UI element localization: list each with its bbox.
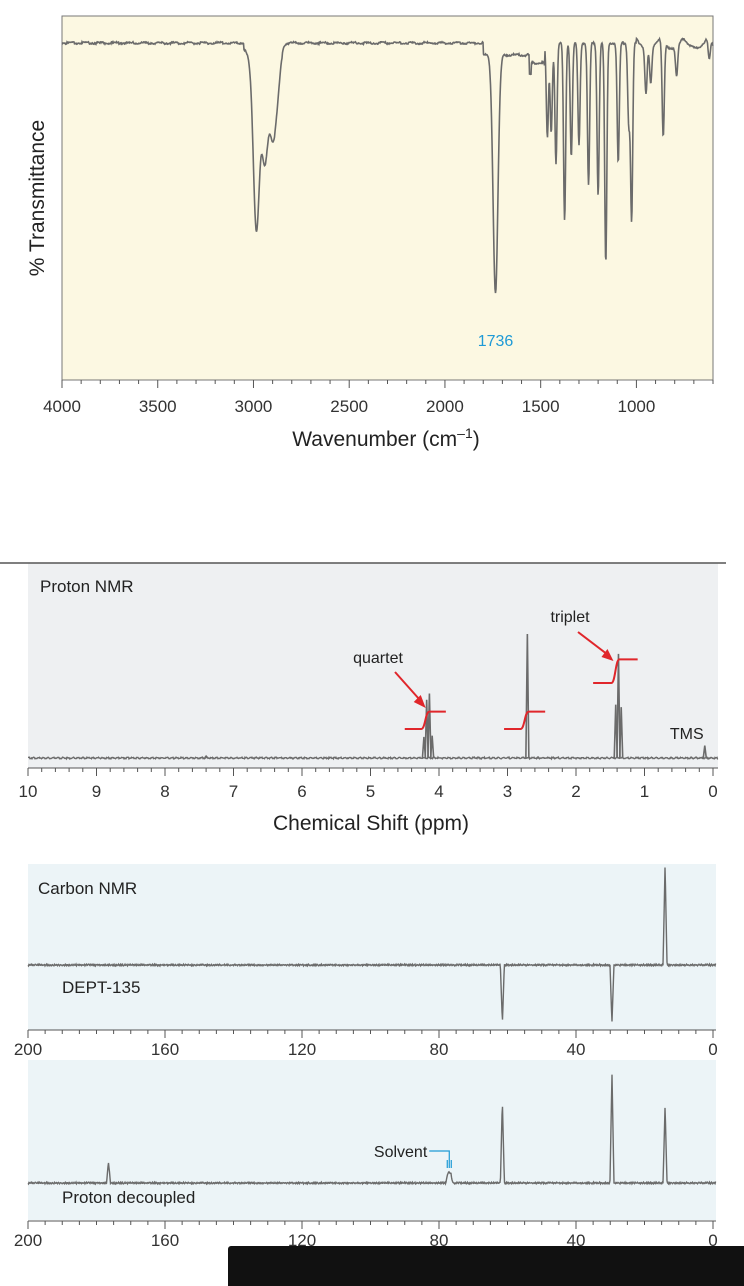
quartet-arrow <box>394 671 423 703</box>
ir-tick-label: 1000 <box>617 397 655 416</box>
proton-decoupled-label: Proton decoupled <box>62 1188 195 1207</box>
proton-peak <box>427 693 432 759</box>
ir-plot-area <box>61 15 714 381</box>
proton-nmr-panel: Proton NMR 10 9 8 7 6 5 4 3 2 1 0 quartet triplet … <box>0 562 726 835</box>
integral-curve <box>404 710 446 730</box>
carbon-tick-label: 80 <box>430 1231 449 1250</box>
integral-curve <box>504 710 546 730</box>
proton-decoupled-trace <box>27 1074 717 1186</box>
decoupled-plot-area <box>28 1060 716 1220</box>
quartet-arrowhead <box>413 695 426 708</box>
ir-tick-label: 3500 <box>139 397 177 416</box>
solvent-label: Solvent <box>374 1144 428 1161</box>
dept-x-axis: 200 160 120 80 40 0 <box>14 1029 718 1059</box>
ir-spectrum-panel: 4000 3500 3000 2500 2000 1500 1000 1736 Wavenu… <box>26 15 714 451</box>
proton-tick-label: 1 <box>640 782 649 801</box>
carbon-tick-label: 160 <box>151 1231 179 1250</box>
proton-nmr-trace <box>28 755 719 761</box>
carbon-tick-label: 40 <box>567 1040 586 1059</box>
carbon-nmr-panel: Carbon NMR DEPT-135 200 160 120 80 40 0 Proto… <box>14 864 718 1250</box>
carbon-tick-label: 200 <box>14 1231 42 1250</box>
carbon-tick-label: 0 <box>708 1040 717 1059</box>
carbon-tick-label: 80 <box>430 1040 449 1059</box>
proton-tick-label: 5 <box>366 782 375 801</box>
carbon-tick-label: 160 <box>151 1040 179 1059</box>
solvent-leader-line <box>429 1150 452 1168</box>
ir-y-axis-title: % Transmittance <box>26 120 49 276</box>
proton-nmr-label: Proton NMR <box>40 577 134 596</box>
triplet-arrowhead <box>601 649 614 661</box>
ir-tick-label: 1500 <box>522 397 560 416</box>
ir-transmittance-trace <box>61 36 714 294</box>
triplet-label: triplet <box>550 609 590 626</box>
proton-tick-label: 2 <box>571 782 580 801</box>
dept-plot-area <box>28 864 716 1030</box>
ir-x-axis-title: Wavenumber (cm–1) <box>292 425 480 451</box>
carbon-tick-label: 120 <box>288 1231 316 1250</box>
carbon-tick-label: 120 <box>288 1040 316 1059</box>
proton-tick-label: 8 <box>160 782 169 801</box>
ir-tick-label: 2000 <box>426 397 464 416</box>
proton-tick-label: 9 <box>92 782 101 801</box>
bottom-black-bar <box>228 1246 744 1286</box>
proton-nmr-plot-area <box>28 563 718 768</box>
proton-nmr-x-axis-title: Chemical Shift (ppm) <box>273 812 469 835</box>
ir-tick-label: 3000 <box>235 397 273 416</box>
carbon-tick-label: 40 <box>567 1231 586 1250</box>
carbon-nmr-label: Carbon NMR <box>38 879 137 898</box>
proton-nmr-integrals <box>404 658 638 730</box>
proton-tick-label: 4 <box>434 782 443 801</box>
proton-tick-label: 7 <box>229 782 238 801</box>
ir-peak-annotation: 1736 <box>478 333 514 350</box>
ir-x-axis: 4000 3500 3000 2500 2000 1500 1000 <box>43 380 714 416</box>
dept-135-label: DEPT-135 <box>62 978 140 997</box>
carbon-tick-label: 0 <box>708 1231 717 1250</box>
ir-tick-label: 4000 <box>43 397 81 416</box>
proton-tick-label: 10 <box>19 782 38 801</box>
proton-nmr-x-axis: 10 9 8 7 6 5 4 3 2 1 0 <box>19 767 718 801</box>
tms-label: TMS <box>670 726 704 743</box>
quartet-label: quartet <box>353 650 403 667</box>
carbon-tick-label: 200 <box>14 1040 42 1059</box>
decoupled-x-axis: 200 160 120 80 40 0 <box>14 1220 718 1250</box>
proton-peak <box>616 653 621 759</box>
triplet-arrow <box>577 631 611 657</box>
proton-tick-label: 6 <box>297 782 306 801</box>
dept-135-trace <box>27 867 717 1022</box>
proton-peak <box>702 745 708 759</box>
proton-peak <box>203 754 209 759</box>
proton-peak <box>429 735 435 759</box>
integral-curve <box>593 658 638 684</box>
ir-tick-label: 2500 <box>330 397 368 416</box>
proton-tick-label: 0 <box>708 782 717 801</box>
proton-tick-label: 3 <box>503 782 512 801</box>
proton-peak <box>618 707 624 759</box>
